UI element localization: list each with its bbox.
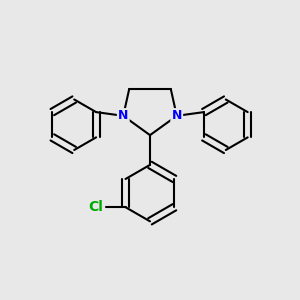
Text: Cl: Cl [88,200,103,214]
Text: N: N [118,109,128,122]
Text: N: N [172,109,182,122]
